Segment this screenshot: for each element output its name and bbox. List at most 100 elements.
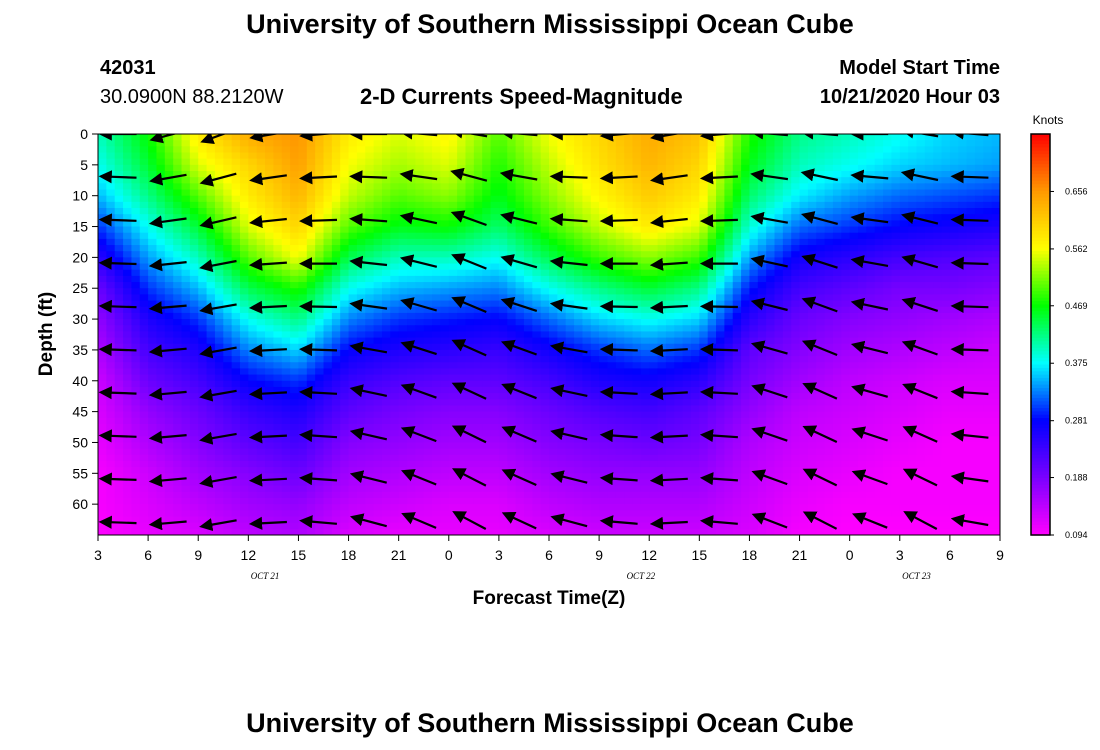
heatmap-cell	[248, 238, 258, 246]
heatmap-cell	[741, 343, 751, 351]
heatmap-cell	[866, 171, 876, 178]
heatmap-cell	[607, 405, 617, 413]
heatmap-cell	[482, 405, 492, 413]
heatmap-cell	[523, 405, 533, 413]
heatmap-cell	[665, 269, 675, 277]
heatmap-cell	[757, 251, 767, 258]
heatmap-cell	[615, 386, 625, 394]
heatmap-cell	[874, 405, 884, 413]
heatmap-cell	[899, 183, 909, 191]
heatmap-cell	[958, 282, 968, 289]
heatmap-cell	[908, 312, 918, 320]
heatmap-cell	[883, 300, 893, 308]
heatmap-cell	[98, 269, 107, 277]
heatmap-cell	[239, 263, 249, 271]
heatmap-cell	[849, 189, 859, 197]
heatmap-cell	[473, 140, 483, 147]
heatmap-cell	[265, 368, 274, 376]
heatmap-cell	[874, 331, 884, 339]
heatmap-cell	[373, 195, 383, 203]
heatmap-cell	[774, 319, 784, 326]
heatmap-cell	[983, 269, 993, 277]
heatmap-cell	[340, 146, 350, 154]
heatmap-cell	[741, 263, 751, 271]
heatmap-cell	[482, 245, 492, 252]
heatmap-cell	[724, 189, 734, 197]
heatmap-cell	[164, 269, 174, 277]
heatmap-cell	[599, 152, 609, 160]
heatmap-cell	[816, 140, 826, 147]
heatmap-cell	[114, 220, 124, 228]
heatmap-cell	[106, 282, 116, 289]
heatmap-cell	[649, 251, 659, 258]
heatmap-cell	[156, 226, 166, 234]
heatmap-cell	[423, 306, 433, 314]
heatmap-cell	[624, 220, 634, 228]
heatmap-cell	[599, 164, 609, 172]
heatmap-cell	[607, 282, 617, 289]
heatmap-cell	[223, 183, 233, 191]
heatmap-cell	[699, 275, 709, 283]
heatmap-cell	[432, 374, 442, 382]
heatmap-cell	[239, 294, 249, 302]
heatmap-cell	[858, 306, 867, 314]
heatmap-cell	[331, 325, 341, 333]
heatmap-cell	[757, 411, 767, 419]
heatmap-cell	[949, 288, 959, 295]
heatmap-cell	[256, 362, 266, 370]
heatmap-cell	[148, 319, 158, 326]
heatmap-cell	[515, 288, 525, 295]
heatmap-cell	[799, 214, 809, 221]
heatmap-cell	[398, 134, 408, 141]
heatmap-cell	[557, 294, 567, 302]
heatmap-cell	[131, 220, 141, 228]
heatmap-cell	[173, 183, 183, 191]
heatmap-cell	[290, 356, 300, 363]
heatmap-cell	[315, 288, 325, 295]
heatmap-cell	[799, 337, 809, 345]
heatmap-cell	[858, 374, 867, 382]
heatmap-cell	[874, 251, 884, 258]
heatmap-cell	[540, 245, 550, 252]
heatmap-cell	[156, 251, 166, 258]
heatmap-cell	[148, 238, 158, 246]
heatmap-cell	[724, 312, 734, 320]
heatmap-cell	[966, 245, 976, 252]
heatmap-cell	[507, 356, 517, 363]
heatmap-cell	[498, 356, 508, 363]
heatmap-cell	[582, 177, 592, 184]
heatmap-cell	[707, 306, 717, 314]
heatmap-cell	[590, 232, 600, 240]
heatmap-cell	[916, 325, 926, 333]
heatmap-cell	[340, 319, 350, 326]
heatmap-cell	[223, 220, 233, 228]
heatmap-cell	[966, 380, 976, 388]
heatmap-cell	[724, 251, 734, 258]
heatmap-cell	[983, 226, 993, 234]
heatmap-cell	[774, 294, 784, 302]
heatmap-cell	[549, 232, 558, 240]
heatmap-cell	[540, 306, 550, 314]
heatmap-cell	[498, 164, 508, 172]
heatmap-cell	[198, 164, 208, 172]
heatmap-cell	[498, 152, 508, 160]
heatmap-cell	[916, 232, 926, 240]
heatmap-cell	[916, 405, 926, 413]
heatmap-cell	[498, 325, 508, 333]
heatmap-cell	[223, 146, 233, 154]
heatmap-cell	[265, 232, 274, 240]
heatmap-cell	[181, 312, 191, 320]
heatmap-cell	[816, 362, 826, 370]
heatmap-cell	[741, 245, 751, 252]
heatmap-cell	[791, 238, 801, 246]
heatmap-cell	[640, 362, 650, 370]
heatmap-cell	[599, 337, 609, 345]
heatmap-cell	[473, 312, 483, 320]
heatmap-cell	[807, 288, 817, 295]
heatmap-cell	[782, 171, 792, 178]
heatmap-cell	[774, 158, 784, 166]
heatmap-cell	[949, 257, 959, 265]
heatmap-cell	[624, 269, 634, 277]
heatmap-cell	[448, 294, 458, 302]
heatmap-cell	[832, 275, 842, 283]
